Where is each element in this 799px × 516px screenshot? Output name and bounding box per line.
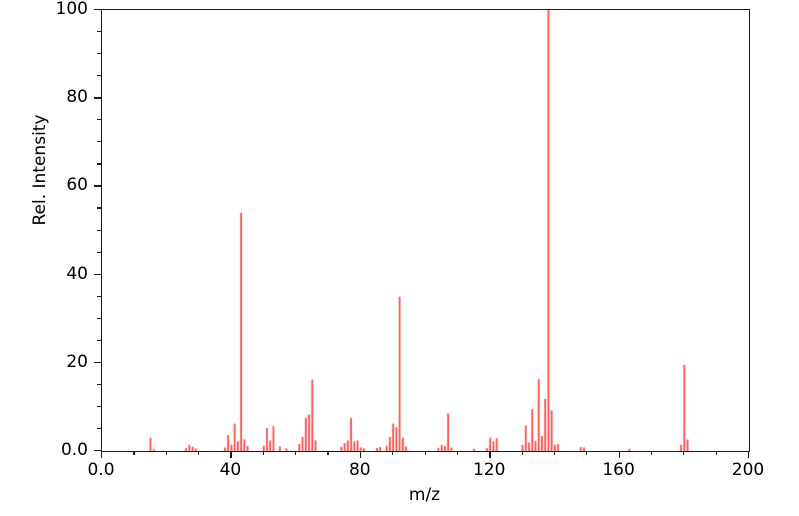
x-axis-major-tick — [230, 451, 232, 458]
y-axis-minor-tick — [97, 163, 101, 165]
x-axis-minor-tick — [650, 451, 653, 455]
spectrum-peaks — [102, 10, 749, 451]
y-axis-minor-tick — [97, 53, 101, 55]
y-axis-minor-tick — [97, 207, 101, 209]
y-axis-major-tick — [94, 361, 101, 364]
y-axis-minor-tick — [97, 75, 101, 77]
x-axis-minor-tick — [133, 451, 135, 455]
x-axis-minor-tick — [198, 451, 200, 455]
y-axis-minor-tick — [97, 295, 101, 297]
y-axis-tick-label: 40 — [66, 263, 88, 284]
y-axis-minor-tick — [97, 119, 101, 121]
y-axis-tick-label: 60 — [66, 175, 88, 196]
x-axis-minor-tick — [586, 451, 588, 455]
x-axis-major-tick — [101, 451, 103, 458]
y-axis-major-tick — [94, 9, 101, 11]
x-axis-tick-label: 160 — [602, 460, 635, 480]
y-axis-minor-tick — [97, 141, 101, 143]
x-axis-minor-tick — [456, 451, 459, 455]
x-axis-tick-label: 120 — [472, 460, 506, 480]
x-axis-tick-label: 200 — [731, 460, 765, 480]
y-axis-minor-tick — [97, 427, 101, 430]
x-axis-minor-tick — [327, 451, 329, 455]
x-axis-minor-tick — [715, 451, 717, 455]
y-axis-minor-tick — [97, 317, 101, 319]
y-axis-tick-label: 0.0 — [60, 440, 88, 460]
x-axis-minor-tick — [392, 451, 394, 455]
x-axis-major-tick — [748, 451, 750, 458]
y-axis-tick-label: 100 — [55, 0, 88, 19]
plot-area — [101, 9, 750, 452]
y-axis-minor-tick — [97, 251, 101, 253]
x-axis-minor-tick — [521, 451, 523, 455]
y-axis-minor-tick — [97, 405, 101, 408]
x-axis-minor-tick — [165, 451, 167, 455]
x-axis-minor-tick — [683, 451, 685, 455]
y-axis-major-tick — [94, 450, 101, 452]
x-axis-major-tick — [618, 451, 620, 458]
x-axis-minor-tick — [424, 451, 426, 455]
y-axis-major-tick — [94, 273, 101, 275]
x-axis-title: m/z — [408, 485, 441, 505]
y-axis-minor-tick — [97, 31, 101, 33]
x-axis-minor-tick — [262, 451, 264, 455]
y-axis-tick-label: 80 — [66, 87, 88, 108]
y-axis-title: Rel. Intensity — [30, 114, 50, 226]
y-axis-major-tick — [94, 97, 101, 99]
x-axis-tick-label: 0.0 — [87, 460, 115, 480]
y-axis-minor-tick — [97, 229, 101, 231]
y-axis-minor-tick — [97, 383, 101, 386]
y-axis-minor-tick — [97, 339, 101, 341]
x-axis-minor-tick — [295, 451, 297, 455]
x-axis-tick-label: 80 — [348, 460, 371, 480]
x-axis-major-tick — [489, 451, 491, 458]
y-axis-major-tick — [94, 185, 101, 187]
x-axis-tick-label: 40 — [219, 460, 242, 480]
x-axis-minor-tick — [553, 451, 556, 455]
y-axis-tick-label: 20 — [66, 351, 88, 372]
x-axis-major-tick — [359, 451, 362, 458]
